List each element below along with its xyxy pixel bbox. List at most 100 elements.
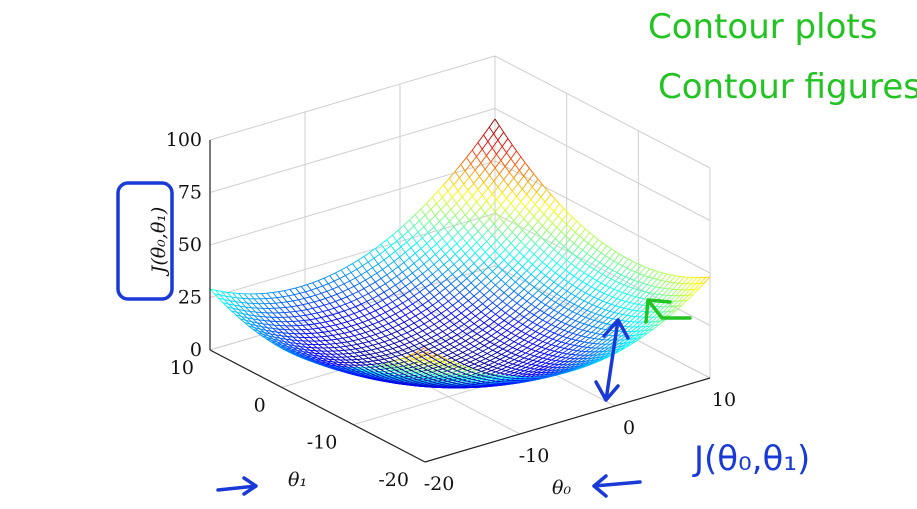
mesh-line bbox=[393, 293, 399, 299]
mesh-line bbox=[291, 348, 297, 353]
mesh-line bbox=[509, 335, 516, 340]
mesh-line bbox=[517, 364, 522, 367]
mesh-line bbox=[485, 310, 492, 316]
mesh-line bbox=[321, 290, 328, 294]
mesh-line bbox=[309, 337, 315, 342]
mesh-line bbox=[244, 322, 249, 327]
mesh-line bbox=[344, 349, 351, 351]
mesh-line bbox=[443, 184, 449, 192]
mesh-line bbox=[352, 319, 358, 325]
mesh-line bbox=[601, 328, 606, 330]
mesh-line bbox=[323, 326, 329, 332]
mesh-line bbox=[486, 234, 493, 242]
mesh-line bbox=[575, 320, 581, 323]
mesh-line bbox=[679, 289, 687, 296]
mesh-line bbox=[515, 310, 521, 315]
mesh-line bbox=[510, 302, 518, 309]
mesh-line bbox=[401, 354, 406, 359]
mesh-line bbox=[362, 319, 369, 323]
mesh-line bbox=[459, 364, 466, 367]
mesh-line bbox=[285, 325, 291, 331]
mesh-line bbox=[469, 177, 475, 184]
mesh-line bbox=[678, 295, 685, 302]
mesh-line bbox=[464, 247, 472, 255]
mesh-line bbox=[395, 378, 401, 382]
mesh-line bbox=[466, 195, 473, 204]
mesh-line bbox=[642, 276, 649, 284]
mesh-line bbox=[265, 329, 271, 335]
mesh-line bbox=[615, 305, 621, 308]
mesh-line bbox=[523, 211, 530, 220]
mesh-line bbox=[562, 314, 568, 318]
mesh-line bbox=[441, 337, 446, 342]
mesh-line bbox=[635, 265, 642, 273]
mesh-line bbox=[559, 235, 566, 243]
mesh-line bbox=[499, 336, 506, 342]
mesh-line bbox=[325, 340, 331, 345]
mesh-line bbox=[337, 286, 343, 293]
mesh-line bbox=[396, 271, 403, 277]
mesh-line bbox=[515, 368, 521, 371]
mesh-line bbox=[688, 289, 695, 296]
mesh-line bbox=[335, 343, 341, 348]
mesh-line bbox=[588, 351, 595, 356]
mesh-line bbox=[693, 283, 701, 290]
mesh-line bbox=[460, 164, 466, 172]
mesh-line bbox=[403, 262, 409, 269]
mesh-line bbox=[489, 313, 496, 319]
mesh-line bbox=[409, 219, 415, 227]
mesh-line bbox=[509, 287, 515, 292]
mesh-line bbox=[303, 296, 310, 299]
mesh-line bbox=[292, 300, 298, 307]
mesh-line bbox=[447, 190, 453, 198]
mesh-line bbox=[387, 367, 394, 371]
mesh-line bbox=[421, 354, 428, 358]
mesh-line bbox=[575, 339, 581, 342]
mesh-line bbox=[556, 293, 562, 298]
mesh-line bbox=[473, 345, 479, 350]
mesh-line bbox=[506, 190, 513, 199]
mesh-line bbox=[238, 309, 245, 312]
mesh-line bbox=[439, 316, 446, 322]
mesh-line bbox=[616, 265, 623, 273]
mesh-line bbox=[573, 303, 579, 307]
mesh-line bbox=[522, 361, 528, 364]
mesh-line bbox=[443, 221, 450, 228]
mesh-line bbox=[336, 338, 342, 344]
mesh-line bbox=[357, 358, 363, 360]
mesh-line bbox=[608, 312, 615, 319]
mesh-line bbox=[477, 262, 485, 269]
mesh-line bbox=[321, 315, 328, 318]
mesh-line bbox=[364, 354, 369, 359]
mesh-line bbox=[343, 280, 350, 285]
mesh-line bbox=[419, 342, 425, 347]
mesh-line bbox=[328, 280, 335, 285]
mesh-line bbox=[493, 180, 499, 188]
mesh-line bbox=[426, 273, 433, 280]
mesh-line bbox=[549, 272, 556, 280]
mesh-line bbox=[349, 348, 356, 351]
mesh-line bbox=[541, 361, 546, 364]
mesh-line bbox=[441, 369, 447, 373]
mesh-line bbox=[483, 322, 489, 327]
mesh-line bbox=[342, 317, 348, 323]
mesh-line bbox=[482, 378, 488, 381]
mesh-line bbox=[412, 272, 418, 279]
mesh-line bbox=[538, 366, 545, 370]
mesh-line bbox=[632, 304, 639, 311]
mesh-line bbox=[482, 329, 488, 334]
mesh-line bbox=[599, 329, 606, 335]
mesh-line bbox=[489, 373, 495, 376]
mesh-line bbox=[433, 221, 440, 228]
mesh-line bbox=[312, 344, 318, 349]
mesh-line bbox=[353, 313, 359, 319]
mesh-line bbox=[279, 345, 285, 349]
mesh-line bbox=[532, 343, 538, 347]
mesh-line bbox=[365, 305, 372, 310]
mesh-line bbox=[545, 324, 552, 330]
mesh-line bbox=[442, 349, 449, 354]
mesh-line bbox=[605, 248, 612, 256]
mesh-line bbox=[533, 333, 541, 339]
mesh-line bbox=[348, 315, 354, 321]
mesh-line bbox=[415, 358, 421, 362]
